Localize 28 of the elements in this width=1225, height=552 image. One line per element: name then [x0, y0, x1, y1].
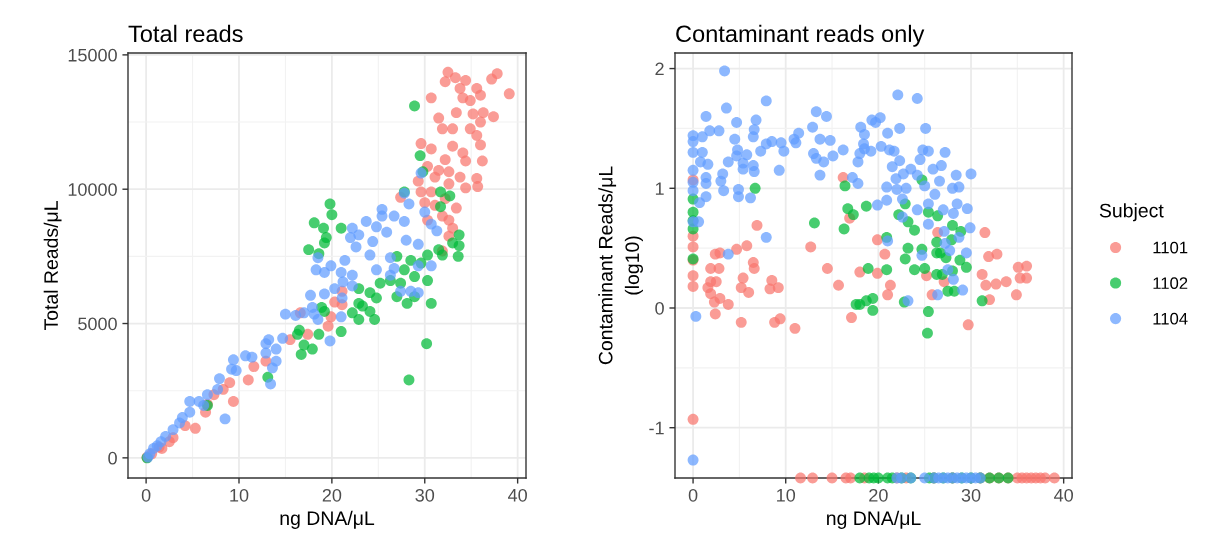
y-axis-title: Total Reads/μL	[43, 201, 62, 331]
x-axis-title: ng DNA/μL	[280, 510, 375, 529]
y-tick-label: 0	[108, 451, 117, 465]
x-tick-label: 0	[141, 488, 151, 502]
legend-label: 1104	[1153, 312, 1188, 325]
legend-title: Subject	[1099, 203, 1164, 222]
chart-title: Contaminant reads only	[676, 24, 925, 47]
chart-title: Total reads	[128, 24, 243, 43]
y-tick-label: 10000	[68, 183, 117, 196]
y-tick-label: 5000	[78, 317, 117, 331]
y-tick-label: 15000	[68, 48, 117, 62]
x-tick-label: 30	[415, 488, 435, 502]
legend-label: 1102	[1153, 277, 1188, 290]
x-axis-title: ng DNA/μL	[827, 510, 921, 529]
y-tick-label: -1	[649, 421, 664, 435]
y-tick-label: 0	[655, 301, 664, 315]
x-tick-label: 40	[508, 488, 527, 502]
x-tick-label: 0	[688, 488, 698, 502]
x-tick-label: 10	[230, 488, 249, 502]
legend-label: 1101	[1153, 241, 1188, 254]
x-tick-label: 20	[322, 488, 342, 502]
x-tick-label: 40	[1054, 488, 1073, 502]
x-tick-label: 30	[961, 488, 981, 502]
y-tick-label: 1	[655, 182, 664, 195]
x-tick-label: 10	[777, 488, 796, 502]
y-axis-title: Contaminant Reads/μL (log10)	[598, 166, 643, 365]
y-tick-label: 2	[655, 62, 664, 76]
x-tick-label: 20	[869, 488, 888, 502]
